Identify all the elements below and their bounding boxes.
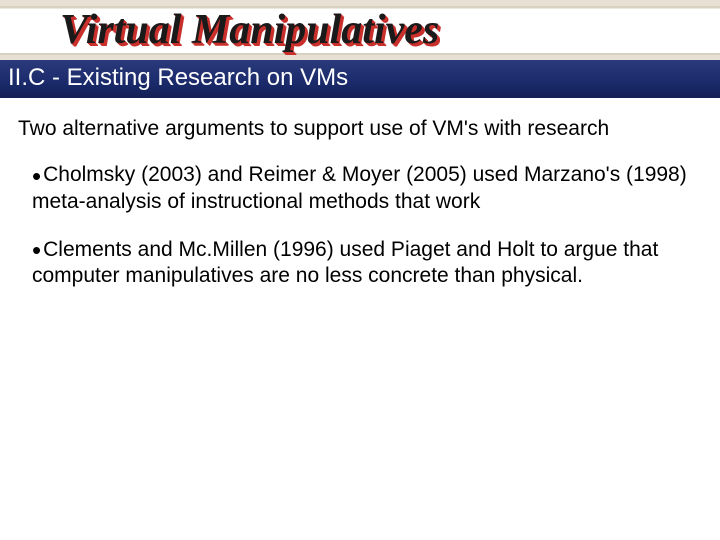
bullet-icon: •	[32, 235, 41, 265]
bullet-text: Cholmsky (2003) and Reimer & Moyer (2005…	[32, 163, 687, 212]
bullet-item: •Clements and Mc.Millen (1996) used Piag…	[18, 237, 702, 290]
intro-text: Two alternative arguments to support use…	[18, 116, 702, 142]
bullet-item: •Cholmsky (2003) and Reimer & Moyer (200…	[18, 162, 702, 215]
bullet-icon: •	[32, 161, 41, 191]
section-heading-bar: II.C - Existing Research on VMs	[0, 60, 720, 98]
bullet-text: Clements and Mc.Millen (1996) used Piage…	[32, 238, 658, 287]
section-heading-text: II.C - Existing Research on VMs	[8, 64, 348, 91]
header-band: Virtual Manipulatives	[0, 0, 720, 60]
page-title: Virtual Manipulatives	[60, 6, 439, 54]
slide-content: Two alternative arguments to support use…	[0, 98, 720, 289]
